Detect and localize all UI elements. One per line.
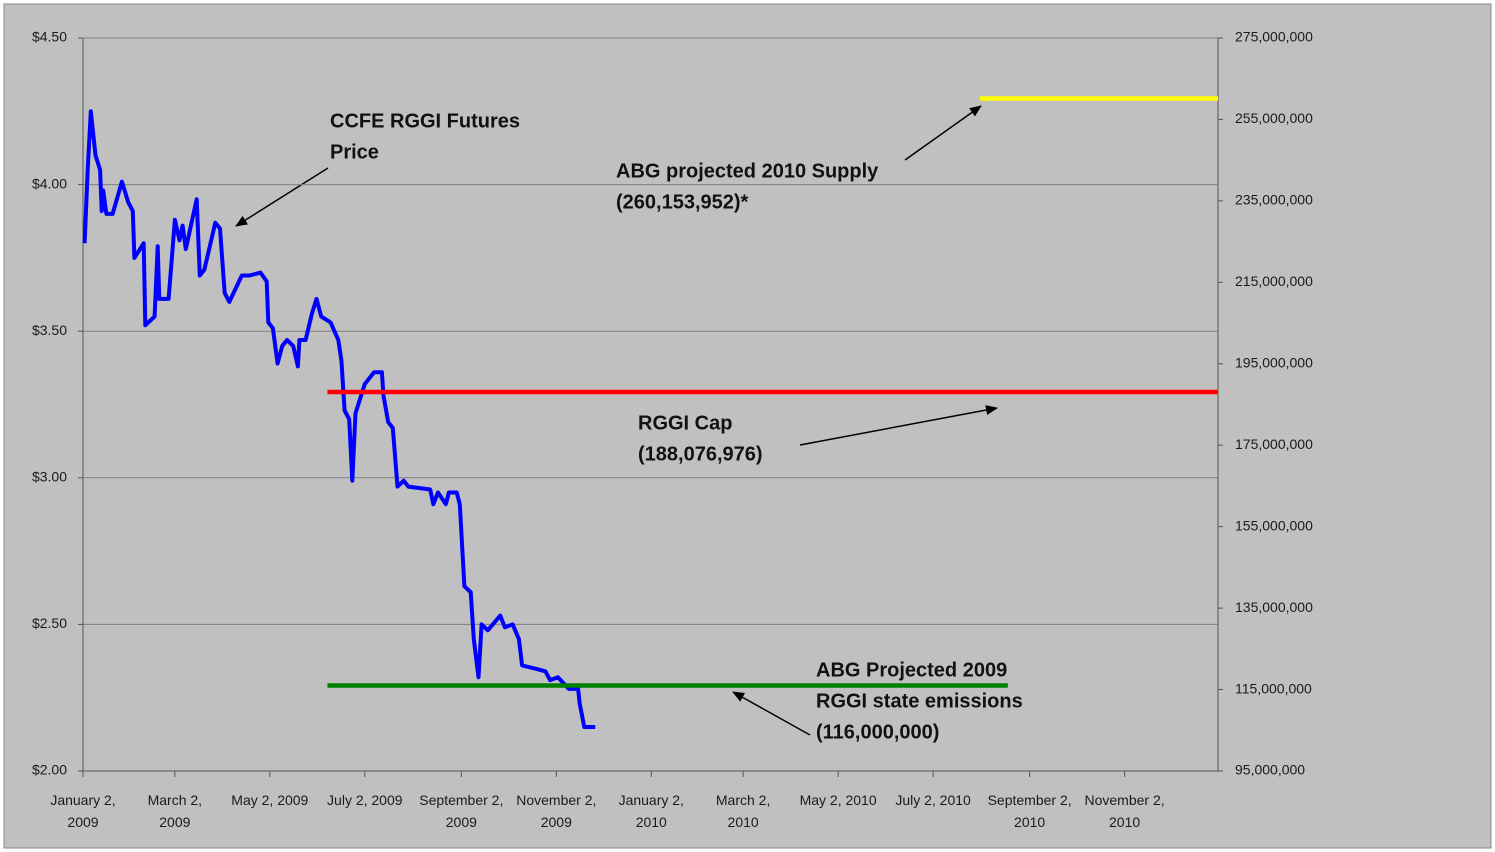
annotation: (260,153,952)*	[616, 191, 749, 213]
y2-tick-label: 175,000,000	[1235, 436, 1313, 452]
y2-tick-label: 135,000,000	[1235, 599, 1313, 615]
y2-tick-label: 275,000,000	[1235, 29, 1313, 45]
y2-tick-label: 195,000,000	[1235, 354, 1313, 370]
x-tick-label: May 2, 2009	[231, 792, 309, 808]
y2-tick-label: 215,000,000	[1235, 273, 1313, 289]
arrows	[235, 105, 998, 736]
y-tick-label: $3.00	[32, 469, 67, 485]
series-line	[82, 109, 596, 729]
y2-tick-label: 255,000,000	[1235, 110, 1313, 126]
x-tick-label: November 2, 2009	[516, 792, 597, 830]
x-tick-label: September 2, 2010	[987, 792, 1072, 830]
annotation: CCFE RGGI Futures	[330, 110, 520, 132]
annotation: Price	[330, 141, 379, 163]
x-tick-label: March 2, 2009	[147, 792, 203, 830]
y2-tick-label: 155,000,000	[1235, 517, 1313, 533]
x-tick-label: November 2, 2010	[1084, 792, 1165, 830]
x-tick-label: July 2, 2010	[895, 792, 971, 808]
x-tick-label: September 2, 2009	[419, 792, 504, 830]
y-tick-label: $2.00	[32, 762, 67, 778]
arrow	[799, 405, 998, 446]
arrow	[904, 105, 982, 161]
annotation: (116,000,000)	[816, 721, 939, 743]
background	[3, 3, 1492, 849]
y-tick-label: $3.50	[32, 322, 67, 338]
annotation: RGGI Cap	[638, 412, 732, 434]
x-tick-label: July 2, 2009	[327, 792, 403, 808]
annotation: ABG projected 2010 Supply	[616, 160, 879, 182]
x-tick-label: May 2, 2010	[799, 792, 877, 808]
annotation: (188,076,976)	[638, 443, 763, 465]
y2-tick-label: 115,000,000	[1235, 680, 1312, 696]
y2-tick-label: 95,000,000	[1235, 762, 1305, 778]
y2-tick-label: 235,000,000	[1235, 192, 1313, 208]
arrow	[732, 691, 811, 736]
y-tick-label: $4.50	[32, 29, 67, 45]
annotation: RGGI state emissions	[816, 690, 1023, 712]
arrow	[235, 167, 329, 227]
annotation: ABG Projected 2009	[816, 659, 1007, 681]
y-tick-label: $4.00	[32, 175, 67, 191]
x-tick-label: March 2, 2010	[715, 792, 771, 830]
x-tick-label: January 2, 2010	[618, 792, 684, 830]
x-tick-label: January 2, 2009	[50, 792, 116, 830]
y-tick-label: $2.50	[32, 615, 67, 631]
